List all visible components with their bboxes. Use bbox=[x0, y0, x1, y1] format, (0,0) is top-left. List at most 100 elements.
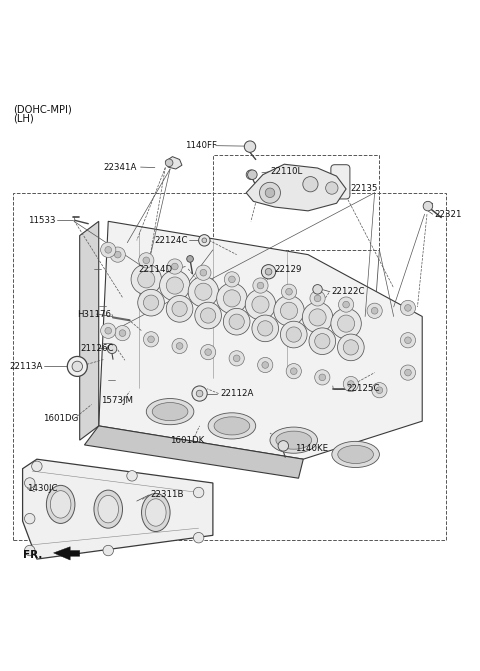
Circle shape bbox=[262, 264, 276, 279]
Text: 22112A: 22112A bbox=[220, 389, 253, 398]
Ellipse shape bbox=[47, 485, 75, 523]
Circle shape bbox=[302, 302, 333, 333]
Circle shape bbox=[119, 329, 126, 336]
Circle shape bbox=[244, 141, 256, 152]
Circle shape bbox=[315, 333, 330, 349]
Circle shape bbox=[105, 246, 111, 253]
Ellipse shape bbox=[338, 446, 373, 464]
Circle shape bbox=[201, 344, 216, 360]
Circle shape bbox=[196, 391, 203, 397]
Circle shape bbox=[313, 285, 322, 294]
Circle shape bbox=[248, 170, 257, 179]
Circle shape bbox=[143, 257, 150, 264]
Circle shape bbox=[280, 321, 307, 348]
Circle shape bbox=[314, 295, 321, 302]
Circle shape bbox=[315, 370, 330, 385]
Circle shape bbox=[423, 201, 432, 211]
Circle shape bbox=[144, 331, 159, 347]
Circle shape bbox=[131, 264, 161, 295]
Circle shape bbox=[265, 188, 275, 197]
Ellipse shape bbox=[276, 431, 312, 449]
Circle shape bbox=[400, 301, 416, 315]
Text: 22341A: 22341A bbox=[103, 162, 137, 172]
Text: 1140KE: 1140KE bbox=[295, 444, 328, 453]
Text: 22110L: 22110L bbox=[270, 167, 302, 176]
Text: 1601DK: 1601DK bbox=[170, 435, 204, 445]
Ellipse shape bbox=[94, 490, 122, 528]
Circle shape bbox=[148, 336, 155, 343]
Circle shape bbox=[310, 291, 325, 306]
Circle shape bbox=[286, 327, 301, 342]
Ellipse shape bbox=[142, 493, 170, 531]
Text: H31176: H31176 bbox=[77, 309, 111, 319]
Circle shape bbox=[172, 338, 187, 354]
Circle shape bbox=[172, 301, 187, 317]
Circle shape bbox=[127, 470, 137, 481]
Polygon shape bbox=[246, 164, 346, 211]
Circle shape bbox=[331, 309, 361, 339]
Circle shape bbox=[400, 365, 416, 380]
Circle shape bbox=[195, 302, 221, 329]
Circle shape bbox=[139, 253, 154, 268]
Text: 1601DG: 1601DG bbox=[43, 414, 78, 423]
Text: 22321: 22321 bbox=[434, 209, 462, 219]
Circle shape bbox=[253, 278, 268, 293]
Text: 22124C: 22124C bbox=[155, 236, 188, 245]
Text: 22129: 22129 bbox=[275, 265, 302, 274]
Circle shape bbox=[258, 358, 273, 372]
FancyBboxPatch shape bbox=[331, 164, 350, 199]
Circle shape bbox=[376, 387, 383, 393]
Circle shape bbox=[262, 362, 268, 368]
Circle shape bbox=[201, 308, 216, 323]
Circle shape bbox=[372, 307, 378, 314]
Circle shape bbox=[290, 368, 297, 374]
Circle shape bbox=[257, 282, 264, 289]
Circle shape bbox=[138, 271, 155, 288]
Circle shape bbox=[67, 356, 87, 376]
Circle shape bbox=[252, 296, 269, 313]
Circle shape bbox=[200, 269, 207, 276]
Text: 22114D: 22114D bbox=[138, 265, 172, 274]
Text: 22113A: 22113A bbox=[9, 362, 43, 371]
Circle shape bbox=[252, 315, 278, 342]
Circle shape bbox=[103, 546, 113, 556]
Circle shape bbox=[233, 355, 240, 362]
Circle shape bbox=[280, 302, 298, 319]
Circle shape bbox=[223, 309, 250, 335]
Circle shape bbox=[224, 272, 240, 287]
Text: 11533: 11533 bbox=[28, 216, 56, 225]
Circle shape bbox=[260, 183, 280, 203]
Ellipse shape bbox=[50, 491, 71, 518]
Polygon shape bbox=[80, 221, 99, 440]
Circle shape bbox=[160, 270, 190, 301]
Circle shape bbox=[338, 297, 354, 312]
Circle shape bbox=[138, 289, 164, 316]
Ellipse shape bbox=[270, 427, 318, 453]
Circle shape bbox=[205, 349, 212, 356]
Circle shape bbox=[274, 295, 304, 326]
Circle shape bbox=[265, 268, 272, 275]
Circle shape bbox=[278, 441, 288, 451]
Circle shape bbox=[348, 380, 354, 387]
Circle shape bbox=[372, 382, 387, 398]
Text: FR.: FR. bbox=[23, 550, 42, 560]
Circle shape bbox=[72, 361, 83, 372]
Circle shape bbox=[199, 235, 210, 246]
Circle shape bbox=[107, 344, 117, 354]
Circle shape bbox=[309, 309, 326, 326]
Circle shape bbox=[192, 386, 207, 401]
Circle shape bbox=[24, 478, 35, 488]
Circle shape bbox=[325, 182, 338, 194]
Circle shape bbox=[110, 247, 125, 262]
Circle shape bbox=[309, 328, 336, 354]
Circle shape bbox=[101, 323, 116, 338]
Circle shape bbox=[187, 256, 193, 262]
Text: 22122C: 22122C bbox=[331, 287, 364, 296]
Circle shape bbox=[195, 283, 212, 301]
Circle shape bbox=[405, 369, 411, 376]
Circle shape bbox=[171, 263, 178, 270]
Circle shape bbox=[114, 252, 121, 258]
Circle shape bbox=[32, 461, 42, 472]
Circle shape bbox=[258, 321, 273, 336]
Circle shape bbox=[228, 276, 235, 282]
